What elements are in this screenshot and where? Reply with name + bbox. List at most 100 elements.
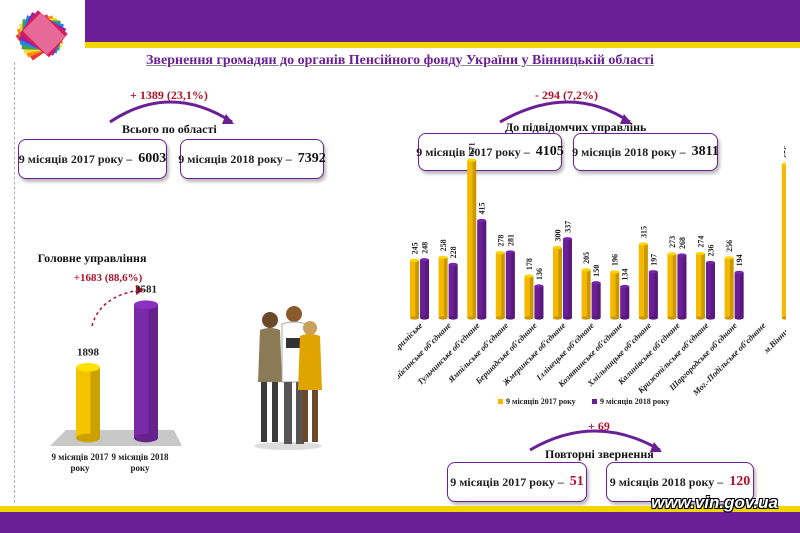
sub-bar-value-8-2017: 196 xyxy=(611,254,620,266)
bottom-banner xyxy=(0,506,800,533)
repeat-2017-label: 9 місяців 2017 року – xyxy=(450,474,564,489)
top-banner xyxy=(0,0,800,48)
total-arc-arrowhead xyxy=(222,114,234,124)
sub-bar-value-1-2017: 245 xyxy=(411,242,420,254)
main-chart-title: Головне управління xyxy=(38,251,147,265)
sub-bar-value-3-2017: 671 xyxy=(468,142,477,154)
sub-bar-12-2018 xyxy=(734,270,744,320)
sub-bar-3-2018 xyxy=(477,218,487,320)
sub-bar-value-2-2017: 258 xyxy=(439,239,448,251)
page-title: Звернення громадян до органів Пенсійного… xyxy=(146,53,654,68)
total-2017-value: 6003 xyxy=(138,151,167,166)
total-2018-box: 9 місяців 2018 року – 7392 xyxy=(178,139,326,179)
sub-bar-value-6-2017: 300 xyxy=(554,230,563,242)
main-bar-1 xyxy=(76,363,100,443)
sub-bar-value-10-2017: 273 xyxy=(668,236,677,248)
subordinate-2018-label: 9 місяців 2018 року – xyxy=(572,144,686,159)
sub-bar-5-2017 xyxy=(524,274,534,320)
sub-bar-value-3-2018: 415 xyxy=(478,202,487,214)
subordinate-delta: - 294 (7,2%) xyxy=(535,88,598,102)
top-purple-stripe xyxy=(85,0,800,42)
total-2017-label: 9 місяців 2017 року – xyxy=(18,151,133,166)
sub-bar-value-5-2017: 178 xyxy=(525,258,534,270)
sub-bar-7-2018 xyxy=(591,281,601,320)
top-yellow-stripe xyxy=(85,42,800,48)
legend-swatch-2 xyxy=(592,399,597,404)
sub-bar-value-5-2018: 136 xyxy=(535,268,544,280)
sub-bar-14-2017 xyxy=(781,162,786,320)
repeat-2018-label: 9 місяців 2018 року – xyxy=(609,474,724,489)
sub-bar-value-7-2018: 150 xyxy=(592,265,601,277)
sub-bar-value-10-2018: 268 xyxy=(678,237,687,249)
subordinate-label: До підвідомчих управлінь xyxy=(505,120,647,134)
business-people-illustration xyxy=(254,306,322,450)
sub-bar-4-2018 xyxy=(505,250,515,320)
subordinate-arc-arrowhead xyxy=(620,114,632,124)
sub-bar-value-12-2017: 256 xyxy=(725,240,734,252)
sub-bar-8-2018 xyxy=(620,284,630,320)
repeat-2018-box: 9 місяців 2018 року – 120 xyxy=(606,462,754,502)
main-bar-2 xyxy=(134,300,158,443)
legend-label-2: 9 місяців 2018 року xyxy=(600,397,670,406)
repeat-arc-arrow xyxy=(529,429,661,452)
sub-bar-4-2017 xyxy=(495,251,505,320)
sub-bar-12-2017 xyxy=(724,256,734,320)
main-bar-label-1: 9 місяців 2017 року xyxy=(51,452,109,473)
sub-bar-value-11-2017: 274 xyxy=(697,236,706,248)
repeat-arc-arrowhead xyxy=(650,442,662,452)
main-chart-floor xyxy=(50,430,182,446)
main-bar-value-1: 1898 xyxy=(77,346,100,358)
sub-bar-value-6-2018: 337 xyxy=(564,221,573,233)
main-growth-arrowhead xyxy=(136,285,144,295)
sub-bar-6-2017 xyxy=(553,245,562,320)
sub-bar-value-12-2018: 194 xyxy=(735,254,744,266)
sub-bar-value-9-2017: 315 xyxy=(639,226,648,238)
subordinate-2017-label: 9 місяців 2017 року – xyxy=(416,144,530,159)
sub-bar-10-2017 xyxy=(667,252,677,320)
subordinate-arc-arrow xyxy=(499,100,631,124)
total-arc-arrow xyxy=(109,100,233,124)
total-label: Всього по області xyxy=(122,122,217,136)
main-growth-arrow xyxy=(91,289,141,327)
sub-bar-value-11-2018: 236 xyxy=(707,245,716,257)
subordinate-2018-value: 3811 xyxy=(691,144,719,159)
repeat-2017-box: 9 місяців 2017 року – 51 xyxy=(447,462,587,502)
total-delta: + 1389 (23,1%) xyxy=(130,88,208,102)
sub-bar-value-4-2018: 281 xyxy=(506,234,515,246)
sub-bar-10-2018 xyxy=(677,253,687,320)
total-2017-box: 9 місяців 2017 року – 6003 xyxy=(18,139,167,179)
sub-bar-value-14-2017: 656 xyxy=(782,146,786,158)
sub-bar-6-2018 xyxy=(563,237,572,320)
sub-bar-2-2018 xyxy=(448,262,458,320)
sub-bar-8-2017 xyxy=(610,270,620,320)
sub-bar-value-4-2017: 278 xyxy=(496,235,505,247)
sub-bar-5-2018 xyxy=(534,284,544,320)
bottom-yellow-stripe xyxy=(0,506,800,512)
total-2018-label: 9 місяців 2018 року – xyxy=(178,151,292,166)
main-bar-value-2: 3581 xyxy=(135,284,157,296)
color-swatches-logo xyxy=(15,10,68,61)
main-office-chart: Головне управління +1683 (88,6%) 1898 9 м… xyxy=(38,251,182,473)
repeat-label: Повторні звернення xyxy=(545,447,654,461)
main-chart-annotation: +1683 (88,6%) xyxy=(74,272,143,284)
sub-bar-value-1-2018: 248 xyxy=(421,242,430,254)
sub-bar-7-2017 xyxy=(581,268,591,320)
website-link[interactable]: www.vin.gov.ua xyxy=(651,493,778,512)
sub-bar-9-2018 xyxy=(648,270,658,320)
sub-bar-value-8-2018: 134 xyxy=(621,269,630,281)
sub-bar-9-2017 xyxy=(638,242,648,320)
main-bar-label-2: 9 місяців 2018 року xyxy=(111,452,169,473)
sub-bar-3-2017 xyxy=(467,158,477,320)
legend-label-1: 9 місяців 2017 року xyxy=(506,397,576,406)
subordinate-2017-value: 4105 xyxy=(535,144,564,159)
sub-bar-1-2018 xyxy=(420,258,429,320)
subordinate-2017-box: 9 місяців 2017 року – 4105 xyxy=(416,133,564,171)
legend-swatch-1 xyxy=(498,399,503,404)
sub-bar-11-2017 xyxy=(696,251,705,320)
total-2018-value: 7392 xyxy=(297,151,326,166)
repeat-2018-value: 120 xyxy=(729,474,751,489)
bottom-purple-stripe xyxy=(0,512,800,533)
repeat-delta: + 69 xyxy=(588,419,610,433)
